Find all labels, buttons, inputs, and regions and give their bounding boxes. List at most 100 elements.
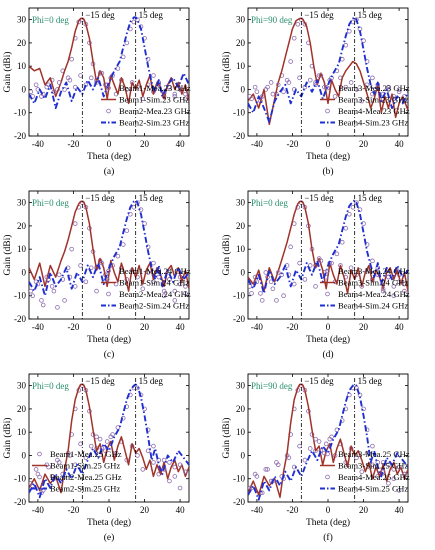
guide-label: 15 deg — [358, 193, 383, 203]
data-point — [380, 469, 386, 475]
y-tick-label: 30 — [17, 15, 27, 25]
x-axis-label: Theta (deg) — [87, 517, 131, 528]
series-line — [248, 16, 408, 123]
data-point — [270, 286, 276, 292]
y-tick-label: -10 — [233, 108, 245, 118]
legend-label: Beam1-Mea.23 GHz — [119, 83, 191, 93]
data-point — [88, 443, 94, 449]
data-point — [49, 284, 55, 289]
data-point — [167, 460, 172, 465]
data-point — [29, 288, 34, 294]
legend-entry: Beam3-Sim.25 GHz — [320, 461, 408, 471]
legend-entry: Beam4-Sim.25 GHz — [320, 484, 408, 494]
y-tick-label: 10 — [236, 427, 246, 437]
data-point — [270, 91, 276, 97]
data-point — [359, 469, 365, 475]
data-point — [347, 28, 352, 34]
data-point — [386, 481, 391, 486]
legend-label: Beam1-Mea.24 GHz — [119, 266, 191, 276]
data-point — [249, 96, 254, 102]
data-point — [307, 263, 313, 268]
x-axis-label: Theta (deg) — [306, 151, 350, 162]
data-point — [56, 80, 62, 85]
data-point — [72, 221, 78, 226]
panel-label: (e) — [104, 532, 115, 543]
data-point — [172, 298, 178, 303]
y-tick-label: 20 — [236, 38, 246, 48]
y-axis-label: Gain (dBi) — [2, 235, 13, 276]
legend-label: Beam1-Mea.25 GHz — [50, 449, 122, 459]
data-point — [259, 298, 265, 303]
y-tick-label: -20 — [14, 497, 26, 507]
data-point — [295, 21, 301, 27]
series-line — [29, 383, 189, 499]
data-point — [313, 284, 318, 289]
legend-label: Beam4-Mea.25 GHz — [338, 472, 410, 482]
x-tick-label: 20 — [140, 139, 150, 149]
data-point — [115, 66, 121, 71]
data-point — [323, 441, 329, 447]
series-line — [29, 199, 189, 297]
data-point — [83, 455, 89, 461]
data-point — [51, 89, 57, 95]
data-point — [291, 281, 297, 287]
y-tick-label: 20 — [17, 38, 27, 48]
data-point — [99, 70, 105, 76]
data-point — [183, 284, 188, 289]
data-point — [39, 298, 44, 303]
legend-label: Beam3-Mea.23 GHz — [338, 83, 410, 93]
data-point — [297, 260, 302, 266]
data-point — [156, 274, 162, 280]
data-point — [177, 87, 183, 92]
x-tick-label: 40 — [395, 505, 405, 515]
y-tick-label: -10 — [14, 108, 26, 118]
guide-label: −15 deg — [85, 376, 115, 386]
legend-label: Beam2-Sim.23 GHz — [119, 118, 189, 128]
data-point — [104, 439, 110, 444]
data-point — [115, 253, 121, 259]
legend-swatch-marker — [325, 291, 330, 297]
x-tick-label: 40 — [176, 505, 186, 515]
plot-area — [29, 199, 189, 310]
data-point — [30, 293, 35, 299]
legend-entry: Beam3-Sim.23 GHz — [320, 95, 408, 105]
legend-entry: Beam1-Mea.23 GHz — [106, 83, 191, 93]
data-point — [402, 471, 407, 477]
legend-label: Beam2-Sim.25 GHz — [50, 484, 120, 494]
guide-label: 15 deg — [139, 376, 164, 386]
data-point — [339, 239, 345, 245]
data-point — [370, 462, 375, 468]
data-point — [135, 17, 140, 22]
x-tick-label: 0 — [326, 505, 331, 515]
data-point — [140, 467, 146, 472]
legend-label: Beam1-Sim.25 GHz — [50, 461, 120, 471]
x-tick-label: 0 — [326, 139, 331, 149]
legend-swatch-marker — [325, 85, 330, 91]
x-tick-label: -40 — [32, 322, 44, 332]
legend-entry: Beam3-Mea.24 GHz — [325, 266, 410, 276]
x-tick-label: 0 — [326, 322, 331, 332]
x-tick-label: 40 — [395, 322, 405, 332]
guide-label: −15 deg — [304, 10, 334, 20]
data-point — [386, 462, 391, 468]
x-tick-label: -20 — [67, 505, 79, 515]
data-point — [78, 441, 83, 447]
data-point — [78, 263, 83, 268]
legend-label: Beam4-Mea.24 GHz — [338, 289, 410, 299]
x-tick-label: 20 — [359, 505, 369, 515]
data-point — [33, 82, 39, 88]
data-point — [67, 453, 73, 458]
data-point — [56, 272, 62, 278]
data-point — [354, 455, 359, 461]
chart-panel: -40 -20 0 20 40 -20 -10 0 10 20 30 Theta (deg) Gain … — [221, 190, 410, 360]
y-tick-label: 20 — [236, 221, 246, 231]
data-point — [83, 279, 89, 285]
data-point — [364, 82, 370, 88]
data-point — [259, 490, 265, 495]
legend-entry: Beam1-Mea.25 GHz — [37, 449, 122, 459]
x-tick-label: -20 — [67, 322, 79, 332]
data-point — [343, 42, 349, 48]
data-point — [297, 443, 302, 449]
data-point — [275, 462, 281, 468]
data-point — [40, 302, 46, 308]
